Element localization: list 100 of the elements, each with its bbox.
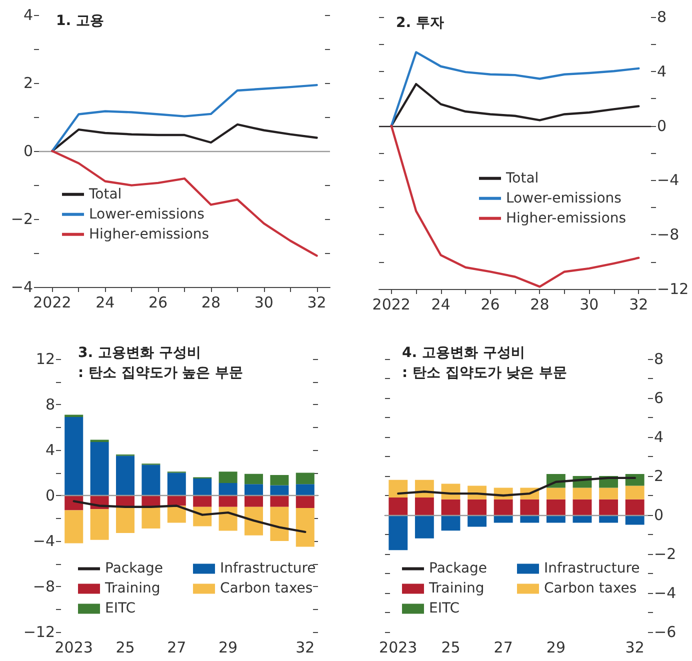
- x-tick-label: 32: [307, 294, 326, 312]
- bar: [468, 515, 487, 527]
- bar: [167, 472, 186, 496]
- x-tick-label: 25: [116, 638, 135, 656]
- bar: [90, 509, 109, 540]
- bar: [296, 484, 314, 496]
- bar: [625, 474, 644, 486]
- bar: [441, 515, 460, 531]
- bar: [494, 499, 513, 515]
- y-tick-label: 4: [45, 441, 55, 459]
- y2-tick-label: 4: [657, 62, 667, 80]
- bar: [599, 499, 618, 515]
- y2-tick-label: 8: [654, 350, 664, 368]
- bar: [625, 515, 644, 525]
- y2-tick-label: 6: [654, 389, 664, 407]
- bar: [142, 506, 160, 528]
- line-series: [397, 476, 636, 497]
- y2-tick-label: 8: [657, 8, 667, 26]
- bar: [90, 442, 109, 496]
- bar: [218, 482, 238, 496]
- x-tick-label: 2023: [379, 638, 418, 656]
- bar: [414, 515, 434, 538]
- x-tick-label: 26: [480, 296, 500, 314]
- bar: [546, 499, 566, 515]
- bar: [64, 417, 84, 496]
- legend-label: Package: [105, 560, 164, 577]
- bar: [244, 506, 263, 536]
- legend-label: Higher-emissions: [506, 210, 626, 226]
- bar: [218, 506, 238, 531]
- x-tick-label: 2023: [54, 638, 93, 656]
- bar: [388, 480, 408, 498]
- bar: [468, 499, 487, 515]
- x-tick-label: 2022: [33, 294, 72, 312]
- x-tick-label: 30: [254, 294, 274, 312]
- bar: [599, 488, 618, 500]
- line-series: [390, 124, 640, 288]
- y2-tick-label: 4: [654, 428, 664, 446]
- bar: [572, 488, 592, 500]
- y2-tick-label: 0: [657, 116, 667, 135]
- y2-tick-label: −12: [657, 280, 689, 298]
- chart-title: 4. 고용변화 구성비: [402, 345, 525, 361]
- legend-label: Total: [88, 186, 122, 202]
- legend-label: Infrastructure: [544, 560, 640, 577]
- bar: [388, 515, 408, 550]
- x-tick-label: 24: [96, 294, 115, 312]
- bar: [625, 486, 644, 500]
- y-tick-label: −12: [23, 623, 55, 641]
- bar: [270, 506, 289, 541]
- bar: [270, 496, 289, 507]
- y-tick-label: −2: [10, 210, 33, 228]
- y2-tick-label: 0: [654, 506, 664, 524]
- chart-title: 3. 고용변화 구성비: [78, 345, 201, 361]
- y-tick-label: 0: [45, 486, 55, 504]
- bar: [64, 510, 84, 544]
- x-tick-label: 24: [431, 296, 450, 314]
- legend-label: EITC: [429, 600, 460, 617]
- legend-label: Carbon taxes: [544, 580, 637, 597]
- line-series: [51, 84, 318, 152]
- y2-tick-label: −4: [657, 171, 680, 190]
- bar: [270, 475, 289, 486]
- bar: [193, 478, 212, 496]
- bar: [244, 496, 263, 507]
- y-tick-label: 2: [23, 74, 33, 92]
- x-tick-label: 28: [201, 294, 220, 312]
- bar: [116, 456, 134, 496]
- bar: [441, 499, 460, 515]
- chart-title: 1. 고용: [56, 13, 104, 29]
- y-tick-label: −4: [10, 278, 33, 296]
- chart-subtitle: : 탄소 집약도가 낮은 부문: [402, 365, 568, 381]
- y2-tick-label: −4: [654, 584, 676, 602]
- line-series: [51, 150, 318, 257]
- bar: [388, 497, 408, 515]
- y-tick-label: −8: [32, 578, 55, 596]
- x-tick-label: 25: [441, 638, 460, 656]
- chart-subtitle: : 탄소 집약도가 높은 부문: [78, 365, 244, 381]
- x-tick-label: 30: [580, 296, 599, 314]
- bar: [625, 499, 644, 515]
- x-tick-label: 32: [629, 296, 648, 314]
- x-tick-label: 28: [530, 296, 550, 314]
- legend-label: Training: [104, 580, 160, 597]
- bar: [520, 499, 540, 515]
- legend-label: Carbon taxes: [220, 580, 313, 597]
- legend-label: Training: [428, 580, 484, 597]
- legend-label: Total: [505, 170, 539, 186]
- bar: [116, 506, 134, 534]
- bar: [296, 496, 314, 508]
- bar: [572, 499, 592, 515]
- x-tick-label: 29: [546, 638, 566, 656]
- legend-label: Higher-emissions: [89, 226, 210, 242]
- bar: [546, 488, 566, 500]
- y-tick-label: 8: [45, 396, 55, 414]
- y2-tick-label: −2: [654, 545, 676, 563]
- legend-label: EITC: [105, 600, 136, 617]
- bar: [296, 472, 314, 484]
- bar: [244, 474, 263, 484]
- bar: [270, 485, 289, 496]
- y2-tick-label: 2: [654, 467, 664, 485]
- x-tick-label: 27: [494, 638, 513, 656]
- legend-label: Package: [429, 560, 488, 577]
- legend-label: Lower-emissions: [89, 206, 204, 222]
